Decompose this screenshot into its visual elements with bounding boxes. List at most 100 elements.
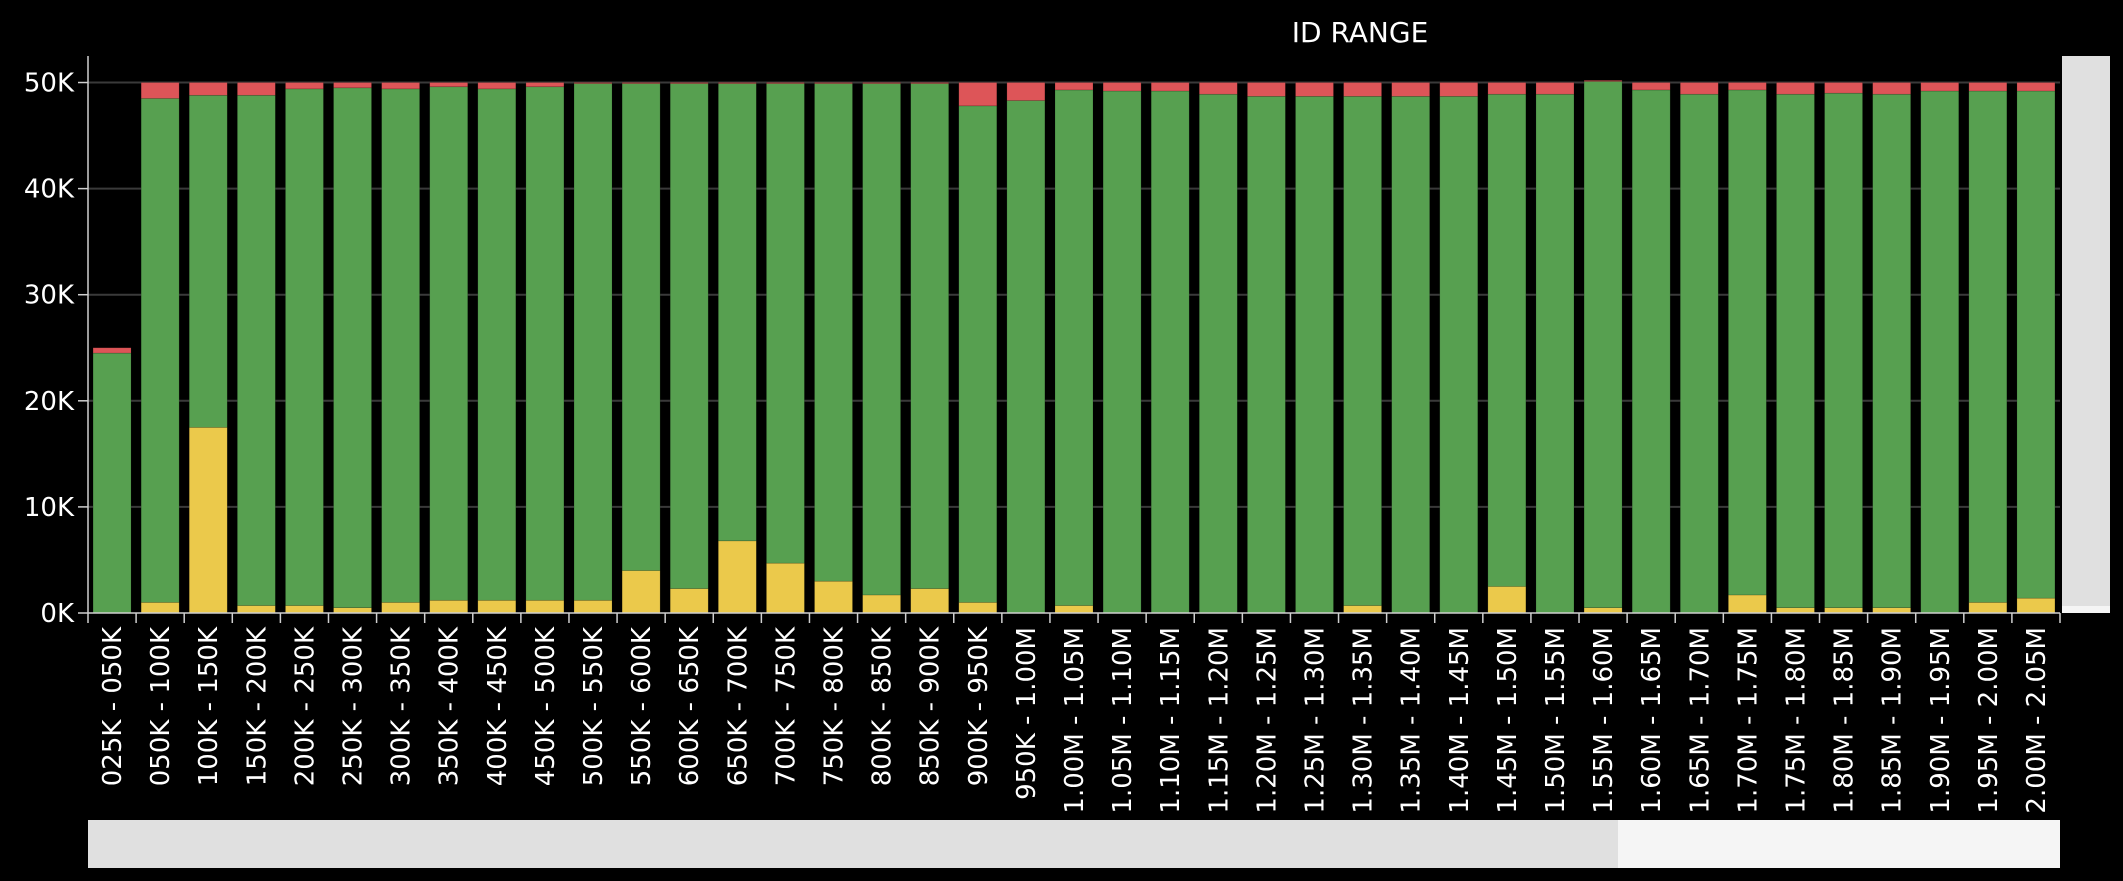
vertical-scrollbar[interactable] bbox=[2062, 56, 2110, 613]
bar-segment bbox=[1824, 92, 1863, 608]
bar-stack bbox=[477, 82, 517, 614]
bar-segment bbox=[1295, 96, 1334, 614]
bar-segment bbox=[1968, 82, 2008, 92]
bar-segment bbox=[1631, 89, 1671, 614]
bar-segment bbox=[285, 88, 324, 606]
bar-segment bbox=[429, 82, 469, 88]
bar-stack bbox=[285, 82, 324, 614]
bar-segment bbox=[1968, 90, 2008, 603]
bar-segment bbox=[237, 94, 276, 606]
bar-segment bbox=[525, 82, 565, 88]
x-tick-label: 050K - 100K bbox=[146, 626, 176, 786]
bar-segment bbox=[1391, 96, 1430, 614]
bar-segment bbox=[1150, 82, 1190, 92]
x-tick-label: 1.55M - 1.60M bbox=[1589, 627, 1619, 814]
bar-stack bbox=[92, 347, 132, 614]
bar-segment bbox=[958, 602, 998, 614]
bar-segment bbox=[1583, 80, 1623, 82]
bar-stack bbox=[1343, 82, 1382, 614]
bar-segment bbox=[381, 82, 420, 90]
bar-stack bbox=[2016, 82, 2056, 614]
bar-segment bbox=[188, 427, 228, 614]
bar-segment bbox=[1535, 82, 1575, 95]
x-tick-label: 250K - 300K bbox=[339, 626, 369, 786]
horizontal-scrollbar-thumb[interactable] bbox=[88, 820, 1618, 868]
x-tick-label: 1.15M - 1.20M bbox=[1204, 627, 1234, 814]
bar-stack bbox=[669, 82, 709, 614]
x-tick-label: 1.60M - 1.65M bbox=[1637, 627, 1667, 814]
bar-stack bbox=[1295, 82, 1334, 614]
bar-stack bbox=[1535, 82, 1575, 614]
bar-segment bbox=[669, 83, 709, 589]
bar-segment bbox=[573, 599, 613, 614]
bar-segment bbox=[140, 82, 180, 99]
bar-segment bbox=[381, 88, 420, 603]
bar-segment bbox=[429, 599, 469, 614]
bar-segment bbox=[1198, 93, 1238, 614]
bar-segment bbox=[1872, 93, 1911, 608]
x-tick-label: 025K - 050K bbox=[98, 626, 128, 786]
x-tick-label: 2.00M - 2.05M bbox=[2022, 627, 2052, 814]
bar-segment bbox=[1439, 96, 1479, 614]
bar-segment bbox=[1776, 607, 1815, 614]
bar-segment bbox=[910, 82, 950, 84]
x-tick-label: 1.25M - 1.30M bbox=[1300, 627, 1330, 814]
bar-segment bbox=[1728, 89, 1767, 596]
bar-segment bbox=[766, 82, 805, 84]
bar-stack bbox=[1247, 82, 1286, 614]
bar-segment bbox=[1728, 82, 1767, 91]
y-tick-label: 50K bbox=[24, 69, 75, 99]
bar-segment bbox=[2016, 82, 2056, 92]
bar-segment bbox=[477, 88, 517, 601]
bar-stack bbox=[910, 82, 950, 614]
vertical-scrollbar-thumb[interactable] bbox=[2062, 56, 2110, 606]
bar-segment bbox=[1583, 81, 1623, 608]
bar-segment bbox=[862, 83, 901, 596]
bar-segment bbox=[381, 602, 420, 614]
bar-segment bbox=[1343, 605, 1382, 614]
bar-segment bbox=[669, 82, 709, 84]
bar-segment bbox=[525, 599, 565, 614]
bar-segment bbox=[910, 83, 950, 589]
bar-segment bbox=[237, 605, 276, 614]
bar-segment bbox=[333, 82, 372, 89]
bar-segment bbox=[285, 605, 324, 614]
bar-segment bbox=[910, 588, 950, 614]
y-axis: 0K 10K 20K 30K 40K 50K bbox=[24, 56, 89, 629]
bar-segment bbox=[92, 347, 132, 354]
bar-segment bbox=[1679, 82, 1719, 95]
x-axis: 025K - 050K 050K - 100K 100K - 150K 150K - … bbox=[87, 612, 2061, 814]
bar-segment bbox=[766, 562, 805, 614]
bar-segment bbox=[718, 82, 757, 84]
bar-segment bbox=[1391, 82, 1430, 97]
bar-segment bbox=[1776, 82, 1815, 95]
bar-stack bbox=[237, 82, 276, 614]
bar-segment bbox=[1776, 93, 1815, 608]
bar-segment bbox=[237, 82, 276, 96]
bar-segment bbox=[1631, 82, 1671, 91]
x-tick-label: 350K - 400K bbox=[435, 626, 465, 786]
bar-segment bbox=[1054, 605, 1094, 614]
y-tick-label: 30K bbox=[24, 281, 75, 311]
bar-segment bbox=[1006, 82, 1046, 101]
bar-stack bbox=[814, 82, 853, 614]
x-tick-label: 1.40M - 1.45M bbox=[1445, 627, 1475, 814]
x-tick-label: 800K - 850K bbox=[868, 626, 898, 786]
bar-stack bbox=[1872, 82, 1911, 614]
bar-stack bbox=[188, 82, 228, 614]
y-tick-label: 40K bbox=[24, 175, 75, 205]
bar-segment bbox=[1728, 594, 1767, 614]
x-tick-label: 550K - 600K bbox=[627, 626, 657, 786]
bar-stack bbox=[1824, 82, 1863, 614]
x-tick-label: 300K - 350K bbox=[387, 626, 417, 786]
bar-segment bbox=[1054, 82, 1094, 91]
horizontal-scrollbar[interactable] bbox=[88, 820, 2060, 868]
x-tick-label: 1.70M - 1.75M bbox=[1733, 627, 1763, 814]
bar-stack bbox=[573, 82, 613, 614]
x-tick-label: 1.50M - 1.55M bbox=[1541, 627, 1571, 814]
bar-segment bbox=[669, 588, 709, 614]
bar-segment bbox=[1872, 607, 1911, 614]
x-tick-label: 1.85M - 1.90M bbox=[1878, 627, 1908, 814]
bar-stack bbox=[958, 82, 998, 614]
